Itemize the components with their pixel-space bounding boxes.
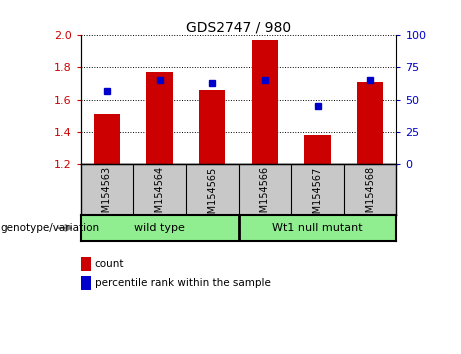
Text: GSM154567: GSM154567 xyxy=(313,166,323,225)
Title: GDS2747 / 980: GDS2747 / 980 xyxy=(186,20,291,34)
Text: genotype/variation: genotype/variation xyxy=(0,223,99,233)
Text: GSM154564: GSM154564 xyxy=(154,166,165,225)
Bar xyxy=(304,135,331,164)
Text: count: count xyxy=(95,259,124,269)
Text: GSM154568: GSM154568 xyxy=(365,166,375,225)
Bar xyxy=(357,82,383,164)
Bar xyxy=(81,257,91,271)
Text: wild type: wild type xyxy=(134,223,185,233)
Text: percentile rank within the sample: percentile rank within the sample xyxy=(95,278,271,288)
Text: GSM154565: GSM154565 xyxy=(207,166,217,225)
Text: GSM154563: GSM154563 xyxy=(102,166,112,225)
Bar xyxy=(199,90,225,164)
Bar xyxy=(147,72,173,164)
Bar xyxy=(94,114,120,164)
Bar xyxy=(252,40,278,164)
Text: Wt1 null mutant: Wt1 null mutant xyxy=(272,223,363,233)
Bar xyxy=(81,276,91,290)
Text: GSM154566: GSM154566 xyxy=(260,166,270,225)
